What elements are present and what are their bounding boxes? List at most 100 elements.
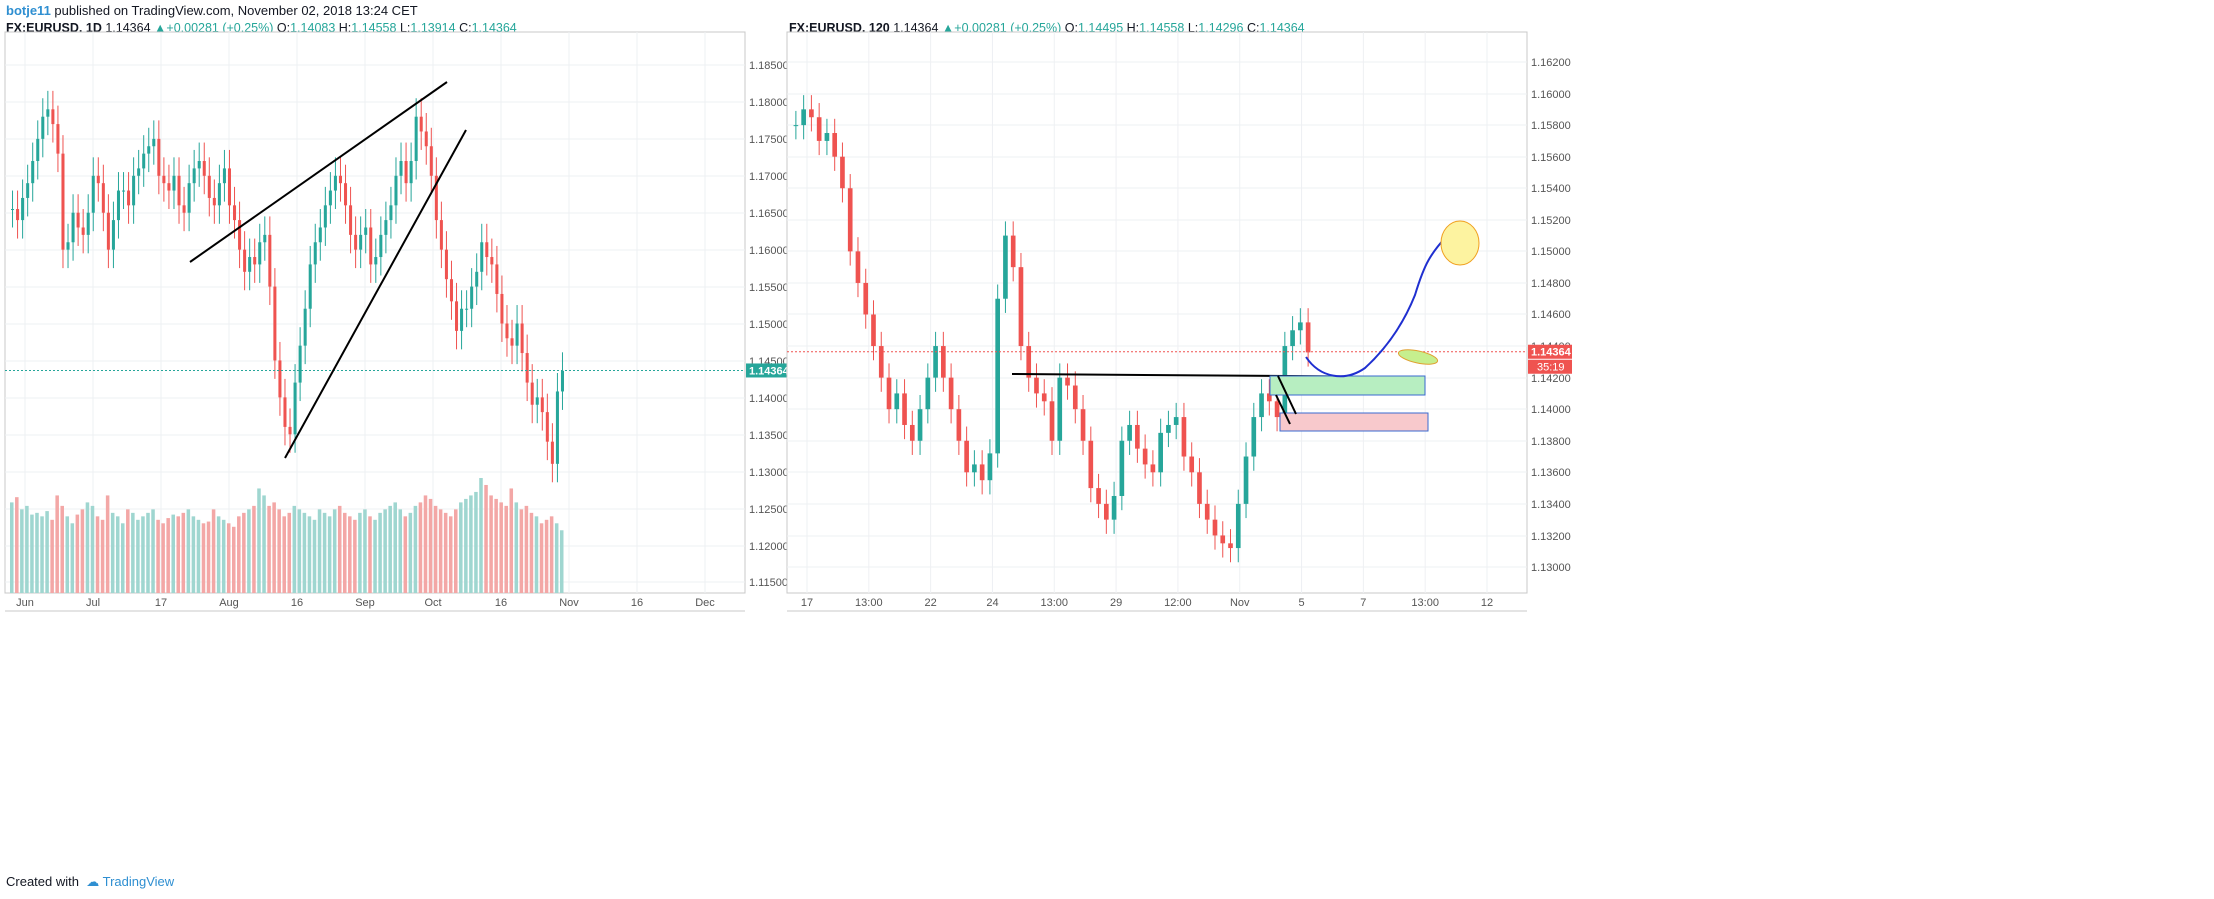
candle-body — [36, 138, 40, 162]
volume-bar — [105, 495, 110, 593]
x-tick-label: Jun — [16, 597, 34, 609]
candle-body — [515, 323, 519, 346]
candle-body — [1197, 472, 1202, 504]
candle-body — [1135, 424, 1140, 449]
candle-body — [328, 190, 332, 206]
volume-bar — [110, 512, 115, 593]
volume-bar — [50, 519, 54, 593]
volume-bar — [80, 509, 85, 593]
candle-body — [840, 156, 845, 189]
candle-body — [886, 377, 892, 410]
candle-body — [863, 282, 869, 315]
candle-body — [444, 249, 448, 280]
volume-bar — [232, 526, 236, 593]
x-tick-label: 13:00 — [855, 597, 883, 609]
candle-body — [419, 116, 423, 132]
x-tick-label: Sep — [355, 597, 375, 609]
volume-bar — [25, 505, 29, 593]
volume-bar — [327, 516, 332, 593]
candle-body — [1072, 385, 1078, 410]
candle-body — [902, 393, 907, 425]
candle-body — [323, 205, 327, 228]
candle-body — [434, 175, 438, 221]
candle-body — [66, 242, 70, 250]
last-price-tag-label: 1.14364 — [749, 365, 790, 377]
candle-body — [263, 234, 267, 243]
y-tick-label: 1.18000 — [749, 97, 789, 109]
volume-bar — [206, 521, 211, 593]
x-tick-label: 5 — [1298, 597, 1304, 609]
candle-body — [147, 146, 151, 154]
candle-body — [288, 426, 292, 435]
candle-body — [1243, 456, 1249, 504]
y-tick-label: 1.15800 — [1531, 120, 1571, 132]
candle-body — [409, 161, 413, 184]
candle-body — [338, 175, 342, 184]
volume-bar — [20, 509, 24, 593]
candle-body — [177, 175, 181, 206]
candle-body — [480, 242, 484, 272]
y-tick-label: 1.13800 — [1531, 436, 1571, 448]
candle-body — [162, 175, 166, 184]
projection-curve — [1305, 231, 1451, 378]
volume-bar — [40, 516, 44, 593]
candle-body — [1181, 417, 1187, 457]
candle-body — [1189, 456, 1195, 473]
volume-bar — [191, 516, 196, 593]
candle-body — [374, 257, 378, 265]
volume-bar — [35, 512, 39, 593]
candle-body — [505, 323, 509, 339]
candle-body — [414, 116, 418, 162]
y-tick-label: 1.18500 — [749, 60, 789, 72]
x-tick-label: 7 — [1360, 597, 1366, 609]
candle-body — [207, 175, 211, 198]
candle-body — [96, 175, 100, 184]
publisher-name[interactable]: botje11 — [6, 3, 51, 18]
volume-bar — [504, 505, 508, 593]
volume-bar — [55, 495, 59, 593]
volume-bar — [332, 509, 337, 593]
candle-body — [76, 212, 80, 228]
candle-body — [972, 464, 977, 473]
volume-bar — [70, 523, 75, 593]
candle-body — [847, 188, 853, 252]
candle-body — [11, 209, 15, 211]
candle-body — [222, 168, 226, 184]
countdown-tag — [1528, 359, 1572, 374]
candle-body — [894, 393, 900, 410]
candle-body — [137, 168, 141, 176]
volume-bar — [257, 488, 261, 593]
candle-body — [238, 220, 242, 250]
candle-body — [278, 360, 282, 398]
candle-body — [1150, 464, 1156, 473]
volume-bar — [408, 512, 413, 593]
candle-body — [510, 338, 514, 346]
tradingview-logo-icon[interactable]: ☁ — [86, 874, 100, 889]
footer: Created with ☁ TradingView — [6, 874, 174, 890]
volume-bar — [262, 495, 266, 593]
volume-bar — [353, 519, 357, 593]
published-text: published on TradingView.com, November 0… — [54, 3, 418, 18]
candle-body — [227, 168, 231, 206]
volume-bar — [121, 523, 125, 593]
candle-body — [132, 175, 136, 206]
candle-body — [1057, 377, 1063, 441]
drawing-line — [1277, 375, 1297, 415]
volume-bar — [317, 509, 322, 593]
candle-body — [61, 153, 65, 250]
trendline-lower — [284, 129, 467, 459]
y-tick-label: 1.14800 — [1531, 278, 1571, 290]
x-tick-label: 13:00 — [1411, 597, 1439, 609]
x-tick-label: Oct — [424, 597, 441, 609]
tradingview-brand[interactable]: TradingView — [102, 874, 175, 889]
candle-body — [364, 227, 368, 235]
candle-body — [560, 370, 564, 392]
x-tick-label: Aug — [219, 597, 239, 609]
candle-body — [1220, 535, 1226, 544]
volume-bar — [479, 478, 483, 593]
volume-bar — [544, 519, 549, 593]
y-tick-label: 1.11500 — [749, 577, 788, 589]
volume-bar — [438, 509, 443, 593]
volume-bar — [221, 519, 226, 593]
